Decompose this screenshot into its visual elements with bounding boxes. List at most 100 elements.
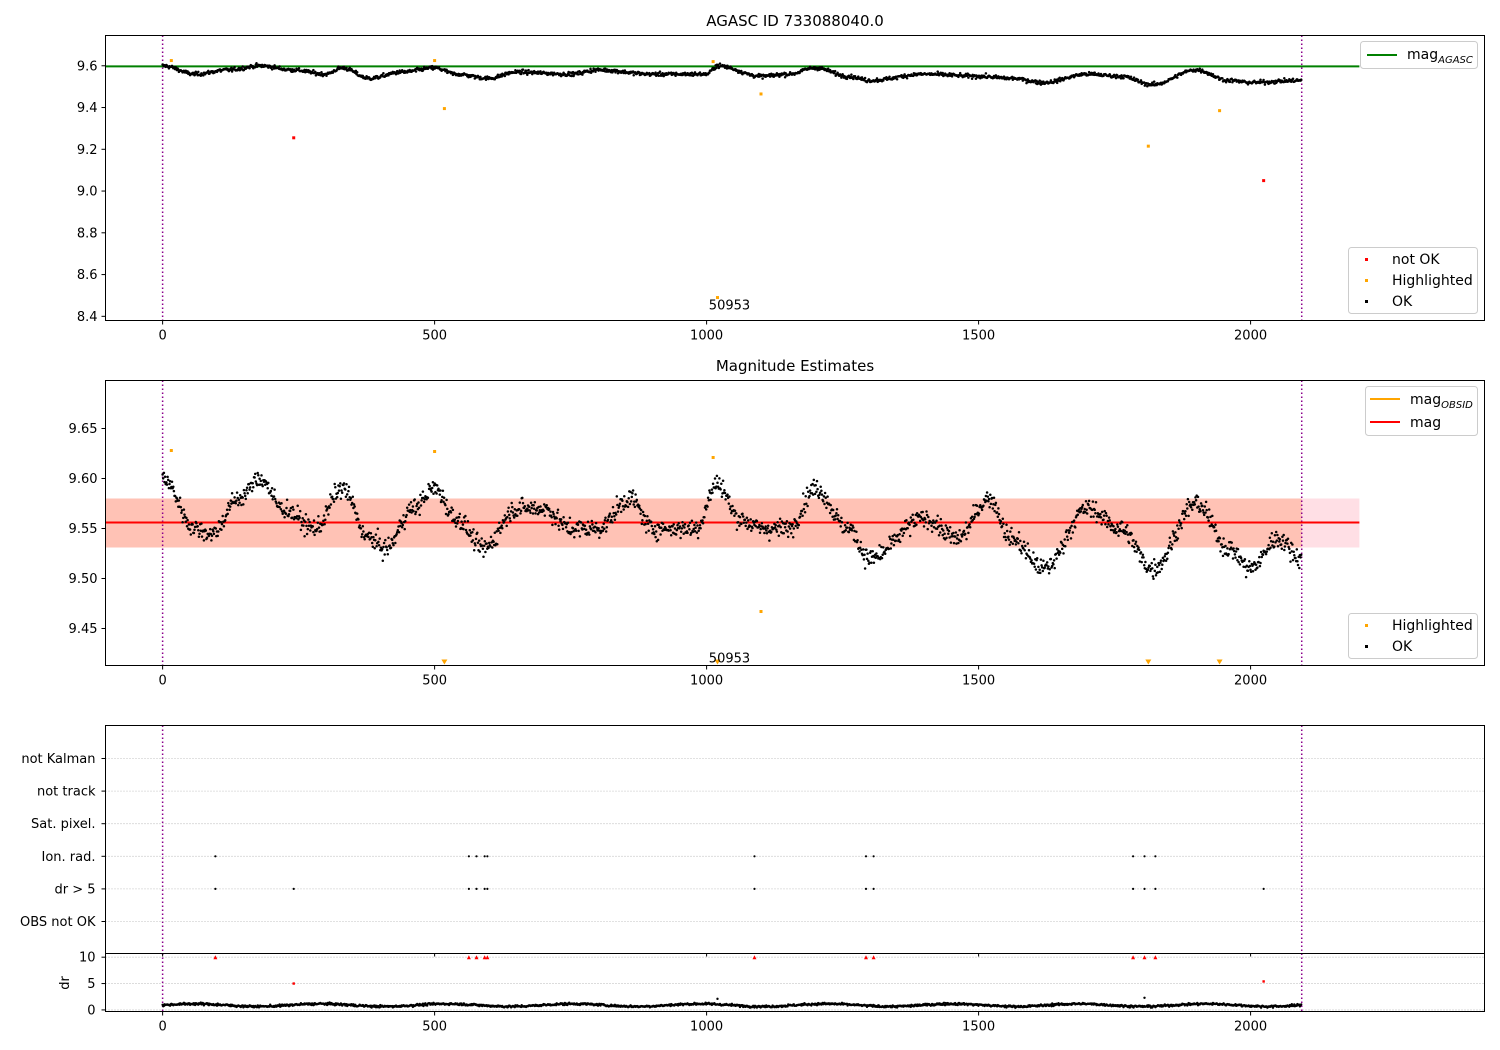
ok-point: [162, 471, 166, 475]
ok-point: [1293, 553, 1296, 557]
ok-point: [614, 513, 618, 516]
ok-point: [738, 515, 742, 519]
ok-point: [472, 528, 475, 531]
ok-point: [759, 527, 762, 531]
ok-point: [1052, 559, 1056, 562]
ok-point: [673, 527, 677, 530]
ok-point: [248, 488, 251, 491]
ok-point: [168, 480, 172, 483]
ok-point: [386, 552, 390, 556]
ok-point: [718, 62, 722, 65]
ok-point: [613, 514, 616, 518]
ok-point: [1163, 554, 1167, 558]
ok-point: [618, 502, 622, 505]
ok-point: [453, 518, 457, 521]
ok-point: [340, 489, 343, 492]
ok-point: [883, 552, 887, 555]
ok-point: [1217, 540, 1220, 543]
ok-point: [796, 526, 799, 529]
ok-point: [1137, 548, 1141, 552]
ok-point: [304, 512, 308, 516]
ok-point: [740, 522, 743, 526]
ok-point: [630, 495, 634, 499]
ok-point: [1032, 551, 1035, 554]
ok-point: [1009, 540, 1013, 544]
ok-point: [367, 535, 370, 539]
ok-point: [477, 539, 481, 542]
ok-point: [165, 483, 169, 486]
ok-point: [330, 495, 334, 499]
ok-point: [1108, 519, 1111, 522]
ok-point: [561, 523, 564, 527]
ok-point: [1296, 560, 1299, 563]
ok-point: [335, 495, 339, 499]
ok-point: [450, 506, 453, 509]
ok-point: [833, 69, 837, 73]
ok-point: [530, 506, 533, 510]
ok-point: [369, 532, 373, 535]
ok-point: [1221, 77, 1224, 80]
ok-point: [865, 548, 868, 551]
ok-point: [230, 66, 233, 70]
ok-point: [183, 513, 186, 516]
ok-legend-label: OK: [1392, 639, 1413, 655]
ok-point: [333, 482, 336, 486]
ok-point: [1157, 561, 1160, 565]
ok-point: [417, 506, 421, 509]
ok-point: [1004, 535, 1007, 539]
ok-point: [166, 475, 169, 479]
ok-point: [568, 516, 572, 519]
ok-point: [338, 484, 341, 488]
ok-point: [269, 489, 273, 493]
ok-point: [1139, 551, 1143, 554]
ok-point: [559, 518, 563, 521]
ok-point: [405, 513, 408, 517]
ok-point: [241, 496, 244, 499]
ok-point: [528, 509, 532, 512]
ok-point: [1122, 76, 1125, 80]
ok-point: [1091, 500, 1095, 503]
ok-point: [297, 67, 301, 70]
ok-point: [537, 505, 540, 509]
ok-point: [745, 516, 749, 520]
ok-point: [601, 525, 604, 529]
ok-point: [1185, 502, 1188, 506]
ok-point: [237, 66, 241, 70]
ok-point: [968, 523, 971, 526]
ok-point: [719, 488, 722, 491]
ok-point: [749, 518, 752, 521]
ok-point: [866, 552, 869, 555]
ok-point: [1193, 503, 1197, 506]
ok-point: [182, 508, 186, 511]
ok-point: [292, 508, 295, 511]
ok-point: [955, 537, 959, 540]
ok-point: [1040, 566, 1044, 569]
ok-point: [940, 524, 943, 527]
ok-point: [495, 530, 498, 533]
ok-point: [945, 536, 948, 540]
ok-point: [456, 519, 460, 523]
ok-point: [556, 511, 559, 515]
ok-point: [1092, 515, 1095, 518]
ok-point: [478, 550, 482, 553]
ok-point: [905, 518, 908, 522]
ok-point: [212, 530, 215, 533]
ok-point: [853, 75, 857, 78]
ok-point: [1166, 79, 1170, 83]
ok-point: [1144, 560, 1147, 564]
ok-point: [1094, 511, 1097, 515]
y-tick-label: 9.4: [77, 101, 98, 116]
ok-point: [1095, 515, 1099, 518]
ok-point: [887, 547, 891, 551]
ok-point: [757, 525, 761, 529]
ok-point: [1109, 524, 1112, 528]
ok-point: [509, 519, 512, 523]
ok-point: [492, 540, 495, 544]
ok-point: [384, 538, 387, 542]
ok-point: [1244, 575, 1248, 579]
ok-point: [829, 503, 832, 507]
ok-point: [980, 508, 984, 512]
highlighted-legend-marker: [1365, 279, 1368, 282]
ok-point: [1132, 76, 1136, 79]
ok-point: [727, 502, 731, 505]
